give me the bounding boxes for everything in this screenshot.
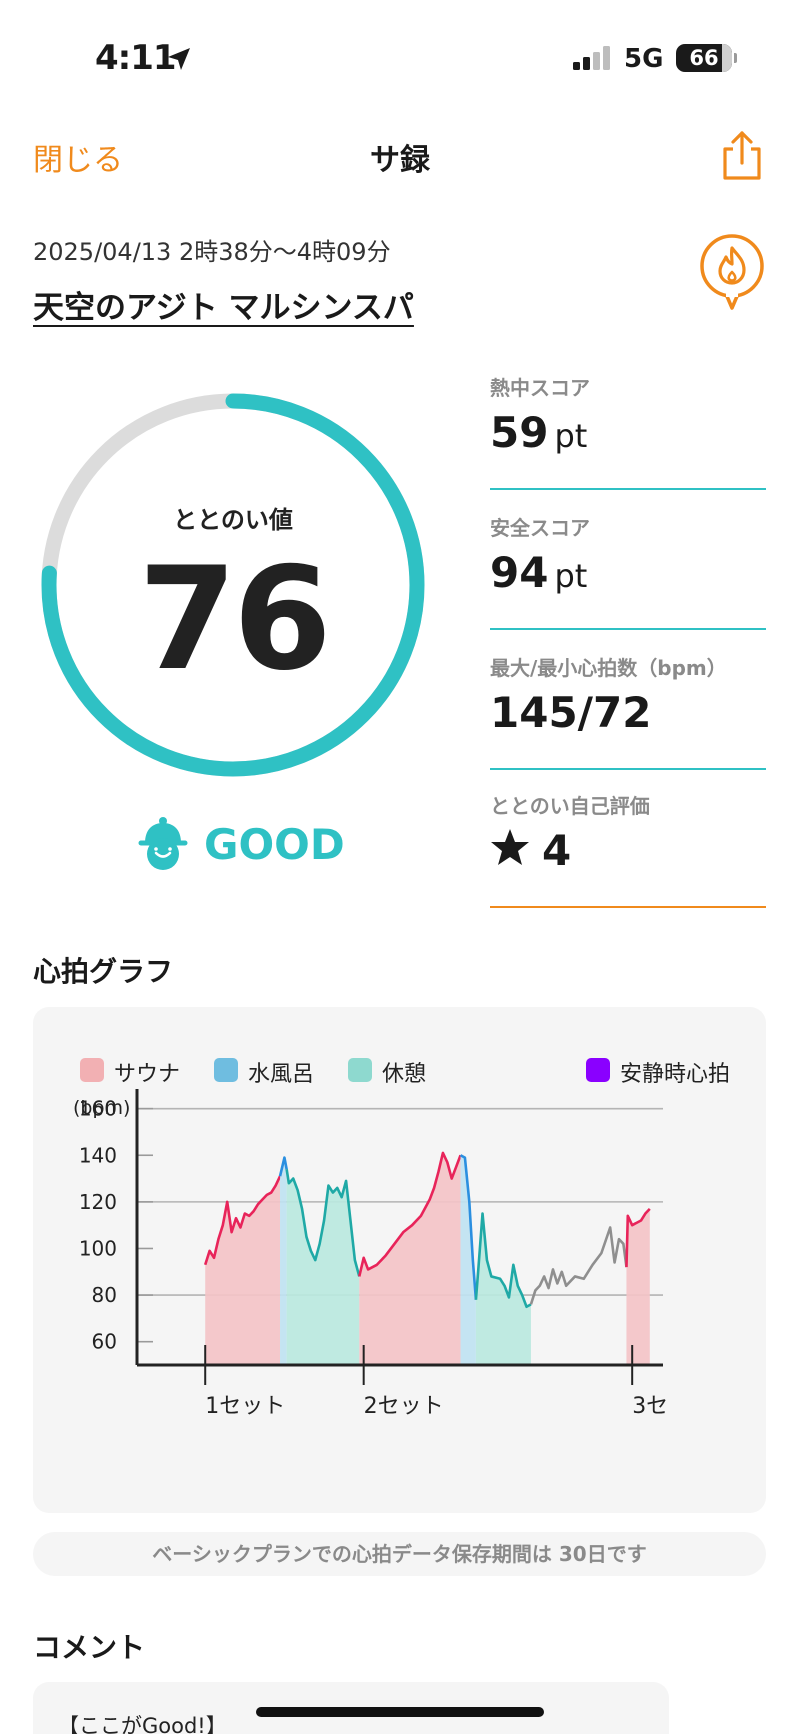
location-arrow-icon <box>168 48 190 70</box>
stat-label: 安全スコア <box>490 516 590 540</box>
series-area-rest <box>286 1169 360 1365</box>
series-area-cold_bath <box>460 1155 476 1365</box>
stat-value: 145/72 <box>490 688 652 737</box>
series-line-sauna <box>203 1175 282 1266</box>
set-marker-label: 1セット <box>205 1394 285 1419</box>
gauge-label: ととのい値 <box>173 506 293 534</box>
series-line-rest <box>285 1169 361 1277</box>
series-line-sauna <box>358 1151 462 1277</box>
legend-swatch <box>348 1058 372 1082</box>
legend-swatch <box>80 1058 104 1082</box>
y-axis-label: (bpm) <box>73 1097 130 1119</box>
series-area-sauna <box>205 1176 281 1365</box>
comment-section-title: コメント <box>33 1631 146 1664</box>
gauge-progress <box>41 393 425 777</box>
page-title: サ録 <box>370 143 430 178</box>
status-time: 4:11 <box>95 38 177 78</box>
y-tick-label: 60 <box>92 1330 117 1354</box>
series-area-rest <box>475 1213 531 1365</box>
y-tick-label: 80 <box>92 1283 117 1307</box>
gauge-value: 76 <box>138 537 332 702</box>
sauna-hat-face-icon <box>138 817 188 870</box>
stat-value: 94 <box>490 548 549 597</box>
battery-level: 66 <box>689 46 719 70</box>
comment-preview: 【ここがGood!】 <box>58 1714 227 1734</box>
rating-label: GOOD <box>204 820 345 869</box>
series-line-cold_bath <box>459 1154 478 1300</box>
stat-label: 最大/最小心拍数（bpm） <box>490 656 727 680</box>
stat-heart-rate-range: 最大/最小心拍数（bpm） 145/72 <box>490 652 766 770</box>
series-line-unrecorded <box>529 1226 628 1305</box>
y-tick-label: 100 <box>79 1236 117 1260</box>
heart-rate-chart: (bpm) 60 80 100 120 140 160 1セット 2セット 3セ <box>73 1089 668 1419</box>
y-tick-label: 160 <box>79 1097 117 1121</box>
series-line-sauna <box>625 1207 651 1268</box>
legend-swatch <box>214 1058 238 1082</box>
stat-heat-score: 熱中スコア 59 pt <box>490 372 766 490</box>
series-area-sauna <box>626 1208 650 1365</box>
star-icon <box>491 829 529 865</box>
stat-unit: pt <box>554 417 588 455</box>
stat-safety-score: 安全スコア 94 pt <box>490 512 766 630</box>
visit-date-range: 2025/04/13 2時38分〜4時09分 <box>33 238 391 266</box>
series-line-cold_bath <box>278 1156 288 1177</box>
legend-text: 安静時心拍 <box>620 1062 731 1087</box>
heart-rate-section-title: 心拍グラフ <box>33 955 174 988</box>
stat-unit: pt <box>554 557 588 595</box>
flame-badge-icon[interactable] <box>696 232 768 312</box>
home-indicator <box>256 1707 544 1717</box>
legend-text: 休憩 <box>382 1062 427 1087</box>
series-area-cold_bath <box>280 1157 287 1365</box>
close-button[interactable]: 閉じる <box>33 143 123 178</box>
signal-strength-icon <box>573 46 610 70</box>
y-tick-label: 120 <box>79 1190 117 1214</box>
status-bar: 4:11 5G 66 <box>0 0 800 110</box>
legend-swatch <box>586 1058 610 1082</box>
series-area-sauna <box>359 1152 461 1365</box>
legend-text: 水風呂 <box>248 1062 315 1087</box>
share-icon[interactable] <box>718 130 766 182</box>
stat-value: 4 <box>542 826 572 875</box>
facility-link[interactable]: 天空のアジト マルシンスパ <box>33 290 414 326</box>
rating-badge: GOOD <box>138 816 358 872</box>
stat-value: 59 <box>490 408 549 457</box>
stat-label: 熱中スコア <box>490 376 590 400</box>
y-tick-label: 140 <box>79 1143 117 1167</box>
totonoi-gauge <box>41 393 425 777</box>
series-line-rest <box>474 1212 532 1309</box>
set-marker-label: 2セット <box>364 1394 444 1419</box>
battery-icon: 66 <box>676 44 737 72</box>
storage-notice: ベーシックプランでの心拍データ保存期間は 30日です <box>33 1532 766 1576</box>
stat-self-rating: ととのい自己評価 4 <box>490 790 766 908</box>
stat-label: ととのい自己評価 <box>490 794 650 818</box>
network-type: 5G <box>624 44 664 74</box>
set-marker-label: 3セ <box>632 1394 668 1419</box>
legend-text: サウナ <box>114 1062 181 1087</box>
